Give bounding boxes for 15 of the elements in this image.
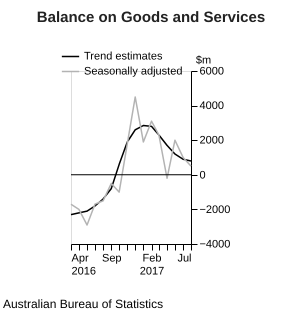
- y-axis-title: $m: [196, 54, 212, 66]
- y-tick-label: 0: [200, 169, 206, 182]
- text: Australian Bureau of Statistics: [3, 297, 164, 311]
- y-tick-label: −2000: [200, 204, 230, 216]
- y-tick-label: 4000: [200, 100, 224, 112]
- x-tick-label: Sep: [102, 252, 122, 264]
- x-tick-label: Feb 2017: [140, 252, 164, 278]
- y-tick-label: 6000: [200, 66, 224, 78]
- y-tick-label: 2000: [200, 134, 224, 147]
- y-tick-label: −4000: [200, 238, 230, 250]
- x-tick-label: Jul: [177, 252, 192, 264]
- legend-label: Trend estimates: [84, 50, 163, 62]
- x-tick-label: Apr 2016: [72, 252, 96, 278]
- chart-title: Balance on Goods and Services: [36, 9, 266, 26]
- legend-label: Seasonally adjusted: [84, 66, 182, 78]
